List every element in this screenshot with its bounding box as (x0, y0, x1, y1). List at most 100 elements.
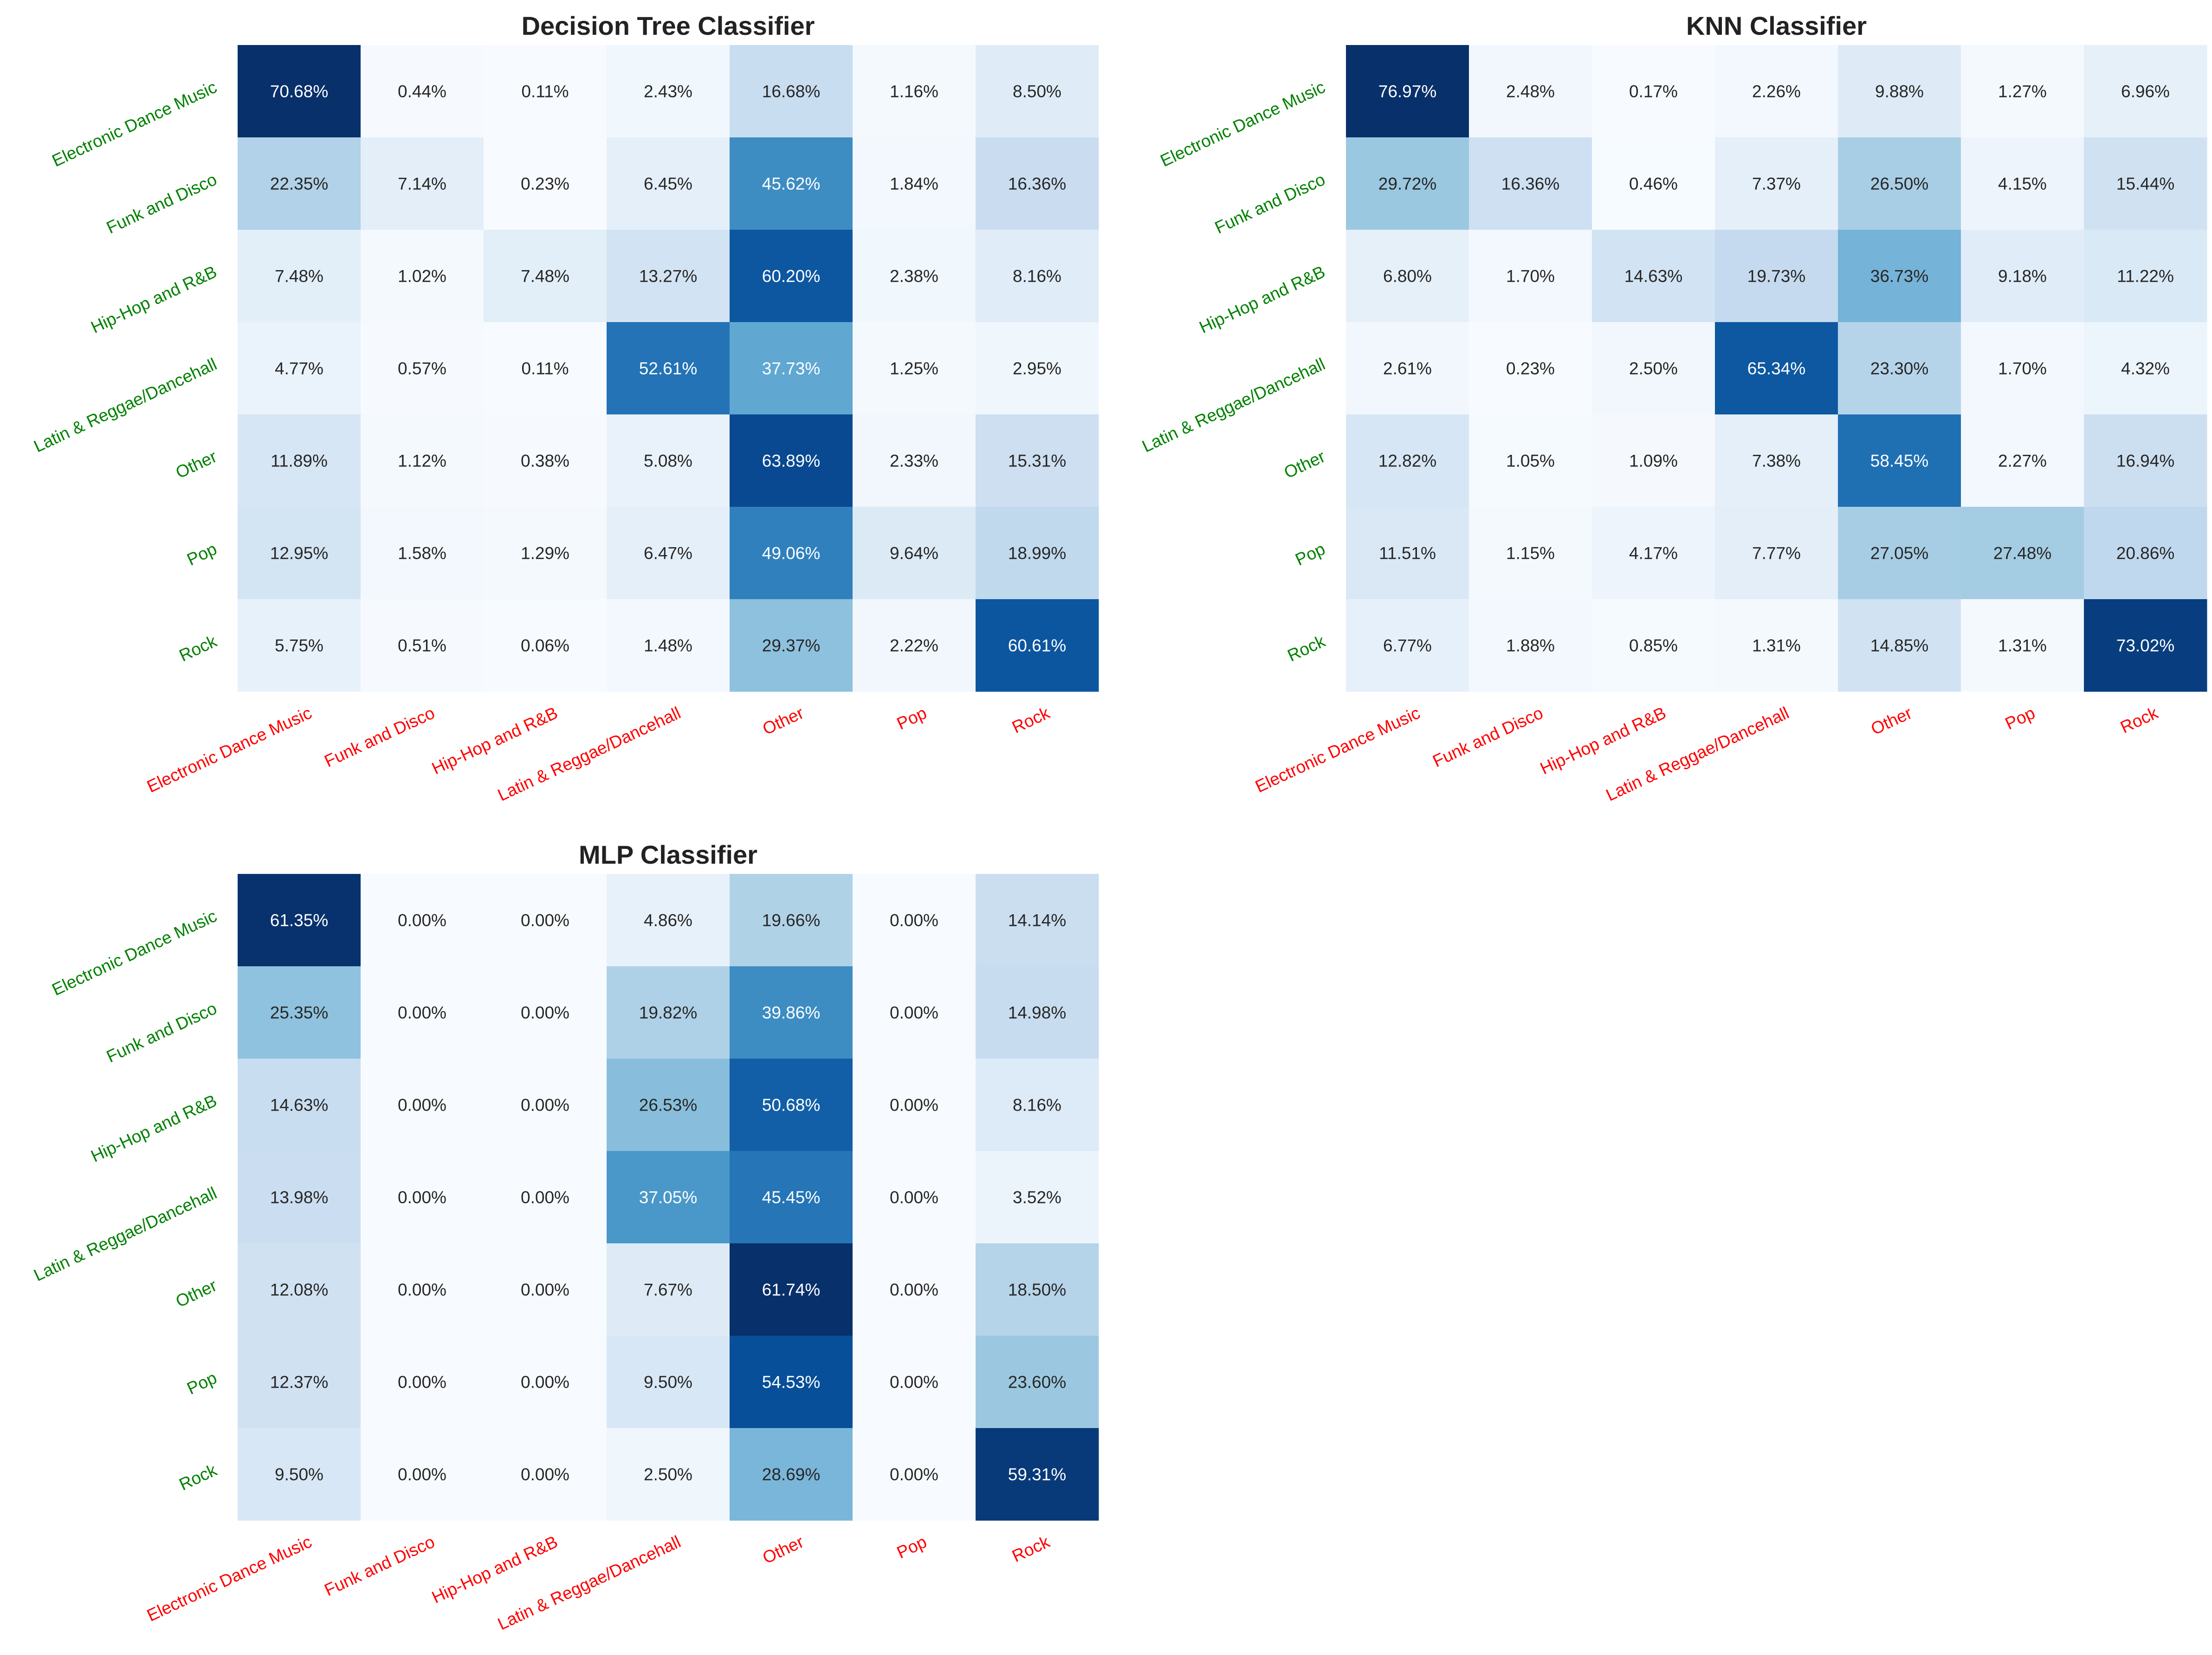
cell-value-label: 36.73% (1870, 267, 1929, 286)
heatmap-cell (484, 1059, 607, 1151)
heatmap-cell (1346, 137, 1469, 230)
heatmap-cell (1838, 507, 1961, 600)
cell-value-label: 0.11% (521, 82, 569, 101)
heatmap-cell (730, 507, 853, 600)
heatmap-cell (730, 1428, 853, 1521)
heatmap-cell (730, 230, 853, 323)
heatmap-cell (1469, 322, 1592, 415)
heatmap-cell (976, 1059, 1099, 1151)
heatmap-cell (607, 966, 730, 1059)
cell-value-label: 14.63% (270, 1096, 329, 1115)
cell-value-label: 8.16% (1013, 1096, 1061, 1115)
heatmap-cell (1346, 599, 1469, 692)
heatmap-cell (730, 1151, 853, 1244)
cell-value-label: 1.58% (398, 544, 446, 563)
heatmap-panel-1: Decision Tree Classifier 70.68% 0.44% 0.11%… (31, 11, 1099, 805)
heatmap-cell (853, 137, 976, 230)
heatmap-cell (1961, 599, 2084, 692)
heatmap-cell (730, 137, 853, 230)
cell-value-label: 0.00% (890, 911, 938, 930)
heatmap-cell (1961, 137, 2084, 230)
heatmap-cell (238, 874, 361, 967)
cell-value-label: 45.62% (762, 175, 821, 194)
cell-value-label: 27.05% (1870, 544, 1929, 563)
heatmap-cell (607, 414, 730, 507)
cell-value-label: 63.89% (762, 452, 821, 471)
cell-value-label: 70.68% (270, 82, 329, 101)
cell-value-label: 9.88% (1875, 82, 1924, 101)
cell-value-label: 16.68% (762, 82, 821, 101)
cell-value-label: 1.88% (1506, 636, 1555, 655)
heatmap-cell (1961, 45, 2084, 138)
heatmap-cell (1346, 45, 1469, 138)
cell-value-label: 0.00% (521, 1280, 569, 1299)
cell-value-label: 0.44% (398, 82, 446, 101)
cell-value-label: 1.31% (1752, 636, 1801, 655)
cell-value-label: 14.14% (1008, 911, 1067, 930)
cell-value-label: 1.29% (521, 544, 569, 563)
heatmap-cell (1592, 322, 1715, 415)
cell-value-label: 0.00% (521, 911, 569, 930)
cell-value-label: 0.00% (890, 1373, 938, 1392)
heatmap-cell (853, 45, 976, 138)
heatmap-cell (1592, 507, 1715, 600)
heatmap-cell (1469, 507, 1592, 600)
heatmap-cell (853, 414, 976, 507)
cell-value-label: 1.02% (398, 267, 446, 286)
heatmap-cell (1838, 45, 1961, 138)
cell-value-label: 6.96% (2121, 82, 2170, 101)
heatmap-cell (1469, 45, 1592, 138)
heatmap-cell (1838, 322, 1961, 415)
cell-value-label: 1.16% (890, 82, 938, 101)
cell-value-label: 4.77% (275, 359, 323, 378)
cell-value-label: 7.48% (275, 267, 323, 286)
heatmap-cell (607, 1059, 730, 1151)
heatmap-cell (361, 230, 484, 323)
cell-value-label: 6.77% (1383, 636, 1432, 655)
heatmap-cell (238, 1428, 361, 1521)
cell-value-label: 7.14% (398, 175, 446, 194)
heatmap-cell (361, 599, 484, 692)
heatmap-cell (853, 966, 976, 1059)
cell-value-label: 1.09% (1629, 452, 1678, 471)
cell-value-label: 9.50% (644, 1373, 692, 1392)
cell-value-label: 6.80% (1383, 267, 1432, 286)
heatmap-cell (1592, 137, 1715, 230)
heatmap-cell (853, 1059, 976, 1151)
cell-value-label: 0.85% (1629, 636, 1678, 655)
cell-value-label: 60.20% (762, 267, 821, 286)
heatmap-cell (607, 599, 730, 692)
cell-value-label: 16.36% (1501, 175, 1560, 194)
cell-value-label: 1.48% (644, 636, 692, 655)
heatmap-cell (976, 966, 1099, 1059)
heatmap-cell (1592, 230, 1715, 323)
cell-value-label: 7.67% (644, 1280, 692, 1299)
heatmap-cell (484, 45, 607, 138)
cell-value-label: 0.00% (521, 1373, 569, 1392)
cell-value-label: 37.73% (762, 359, 821, 378)
heatmap-cell (853, 874, 976, 967)
cell-value-label: 0.06% (521, 636, 569, 655)
cell-value-label: 0.00% (890, 1096, 938, 1115)
cell-value-label: 11.51% (1379, 544, 1436, 563)
heatmap-cell (2084, 414, 2207, 507)
heatmap-cell (484, 599, 607, 692)
cell-value-label: 61.35% (270, 911, 329, 930)
cell-value-label: 8.16% (1013, 267, 1061, 286)
cell-value-label: 39.86% (762, 1003, 821, 1022)
heatmap-cell (484, 414, 607, 507)
heatmap-cell (484, 322, 607, 415)
cell-value-label: 58.45% (1870, 452, 1929, 471)
cell-value-label: 0.00% (398, 1096, 446, 1115)
heatmap-cell (730, 874, 853, 967)
heatmap-cell (976, 45, 1099, 138)
heatmap-cell (607, 1428, 730, 1521)
cell-value-label: 54.53% (762, 1373, 821, 1392)
heatmap-cell (607, 230, 730, 323)
heatmap-cell (976, 414, 1099, 507)
cell-value-label: 2.95% (1013, 359, 1061, 378)
cell-value-label: 15.31% (1008, 452, 1067, 471)
heatmap-cell (361, 322, 484, 415)
cell-value-label: 65.34% (1747, 359, 1806, 378)
heatmap-cell (853, 322, 976, 415)
